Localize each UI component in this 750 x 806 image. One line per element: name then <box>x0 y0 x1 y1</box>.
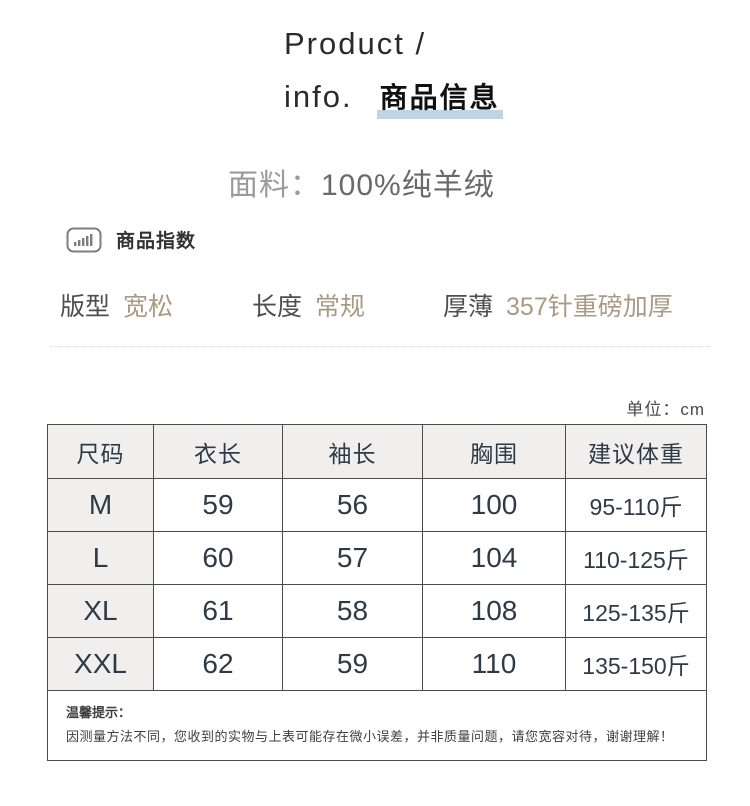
fabric-line: 面料：100%纯羊绒 <box>228 160 495 204</box>
header-english-line1: Product / <box>284 26 427 61</box>
cell-sleeve: 56 <box>282 478 423 532</box>
cell-size: XL <box>47 584 154 638</box>
header-line2: info. 商品信息 <box>284 76 503 119</box>
col-header-length: 衣长 <box>153 424 283 479</box>
col-header-chest: 胸围 <box>422 424 566 479</box>
cell-weight: 95-110斤 <box>565 478 707 532</box>
page-title: 商品信息 <box>376 76 503 119</box>
cell-chest: 100 <box>422 478 566 532</box>
size-chart-table: 尺码 衣长 袖长 胸围 建议体重 M 59 56 100 95-110斤 L 6… <box>47 424 707 761</box>
unit-label: 单位：cm <box>626 400 705 419</box>
table-header-row: 尺码 衣长 袖长 胸围 建议体重 <box>47 424 707 479</box>
cell-weight: 135-150斤 <box>565 637 707 691</box>
attribute-fit-label: 版型 <box>60 293 111 321</box>
table-row: L 60 57 104 110-125斤 <box>47 531 707 585</box>
cell-weight: 110-125斤 <box>565 531 707 585</box>
attribute-row: 版型 宽松 长度 常规 厚薄 357针重磅加厚 <box>0 287 750 321</box>
table-row: XL 61 58 108 125-135斤 <box>47 584 707 638</box>
fabric-value: 100%纯羊绒 <box>321 169 495 202</box>
cell-length: 59 <box>153 478 283 532</box>
cell-length: 61 <box>153 584 283 638</box>
attribute-length-value: 常规 <box>315 293 366 321</box>
cell-length: 60 <box>153 531 283 585</box>
table-note-row: 温馨提示： 因测量方法不同，您收到的实物与上表可能存在微小误差，并非质量问题，请… <box>47 690 707 761</box>
product-index-header: 商品指数 <box>66 226 196 253</box>
cell-chest: 110 <box>422 637 566 691</box>
note-cell: 温馨提示： 因测量方法不同，您收到的实物与上表可能存在微小误差，并非质量问题，请… <box>47 690 707 761</box>
cell-chest: 104 <box>422 531 566 585</box>
table-row: M 59 56 100 95-110斤 <box>47 478 707 532</box>
col-header-sleeve: 袖长 <box>282 424 423 479</box>
table-row: XXL 62 59 110 135-150斤 <box>47 637 707 691</box>
note-body: 因测量方法不同，您收到的实物与上表可能存在微小误差，并非质量问题，请您宽容对待，… <box>66 728 674 744</box>
attribute-thickness-value: 357针重磅加厚 <box>506 293 673 321</box>
cell-weight: 125-135斤 <box>565 584 707 638</box>
note-title: 温馨提示： <box>66 705 132 721</box>
attribute-fit-value: 宽松 <box>123 293 174 321</box>
cell-size: XXL <box>47 637 154 691</box>
attribute-fit: 版型 宽松 <box>60 287 173 323</box>
dotted-divider <box>50 346 710 347</box>
attribute-length-label: 长度 <box>252 293 303 321</box>
attribute-thickness-label: 厚薄 <box>443 293 494 321</box>
fabric-label: 面料： <box>228 169 321 202</box>
product-index-title: 商品指数 <box>116 231 197 252</box>
cell-length: 62 <box>153 637 283 691</box>
header-english-line2: info. <box>284 79 353 114</box>
cell-sleeve: 59 <box>282 637 423 691</box>
bar-chart-icon <box>66 227 102 252</box>
col-header-weight: 建议体重 <box>565 424 707 479</box>
col-header-size: 尺码 <box>47 424 154 479</box>
cell-size: M <box>47 478 154 532</box>
cell-sleeve: 58 <box>282 584 423 638</box>
cell-chest: 108 <box>422 584 566 638</box>
cell-size: L <box>47 531 154 585</box>
cell-sleeve: 57 <box>282 531 423 585</box>
attribute-length: 长度 常规 <box>252 287 365 323</box>
attribute-thickness: 厚薄 357针重磅加厚 <box>443 287 673 323</box>
